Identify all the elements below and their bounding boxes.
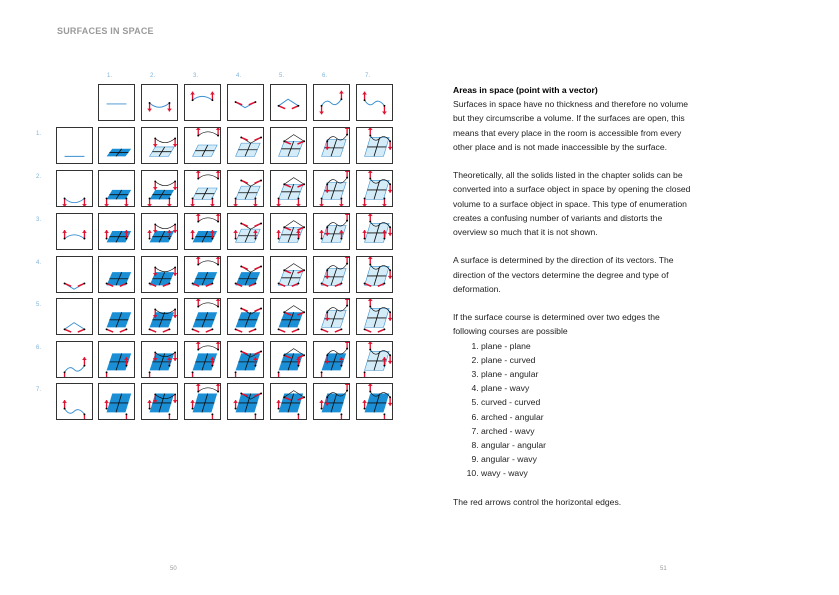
surface-cell: [270, 383, 307, 420]
surface-cell: [98, 170, 135, 207]
paragraph-1: Surfaces in space have no thickness and …: [453, 99, 689, 152]
column-number: 7.: [365, 73, 371, 79]
surface-cell: [313, 213, 350, 250]
surface-cell: [184, 256, 221, 293]
column-number: 2.: [150, 73, 156, 79]
surface-cell: [270, 256, 307, 293]
row-number: 4.: [36, 260, 42, 266]
surface-cell: [270, 127, 307, 164]
surface-cell: [184, 213, 221, 250]
row-number: 5.: [36, 302, 42, 308]
list-item: wavy - wavy: [481, 466, 693, 480]
surface-cell: [98, 298, 135, 335]
column-number: 6.: [322, 73, 328, 79]
row-number: 3.: [36, 217, 42, 223]
surface-cell: [184, 383, 221, 420]
surface-cell: [141, 213, 178, 250]
surface-cell: [227, 341, 264, 378]
row-number: 2.: [36, 174, 42, 180]
row-number: 6.: [36, 345, 42, 351]
page-number-right: 51: [660, 566, 667, 572]
surface-cell: [270, 341, 307, 378]
column-edge-diagram: [184, 84, 221, 121]
surface-cell: [98, 256, 135, 293]
surface-cell: [313, 298, 350, 335]
column-edge-diagram: [270, 84, 307, 121]
column-number: 5.: [279, 73, 285, 79]
row-edge-diagram: [56, 170, 93, 207]
surface-cell: [313, 127, 350, 164]
column-edge-diagram: [227, 84, 264, 121]
paragraph-4: If the surface course is determined over…: [453, 312, 660, 337]
surface-cell: [227, 213, 264, 250]
paragraph-2: Theoretically, all the solids listed in …: [453, 170, 691, 238]
surface-cell: [270, 213, 307, 250]
list-item: plane - wavy: [481, 381, 693, 395]
list-item: angular - wavy: [481, 452, 693, 466]
course-list: plane - planeplane - curvedplane - angul…: [453, 339, 693, 481]
surface-cell: [356, 341, 393, 378]
row-edge-diagram: [56, 298, 93, 335]
surface-cell: [356, 256, 393, 293]
list-item: plane - angular: [481, 367, 693, 381]
surface-cell: [356, 383, 393, 420]
row-edge-diagram: [56, 341, 93, 378]
surface-cell: [141, 127, 178, 164]
body-text: Areas in space (point with a vector) Sur…: [453, 83, 693, 523]
surface-cell: [313, 256, 350, 293]
list-item: plane - curved: [481, 353, 693, 367]
surface-cell: [227, 383, 264, 420]
row-edge-diagram: [56, 213, 93, 250]
surface-cell: [313, 383, 350, 420]
column-number: 1.: [107, 73, 113, 79]
surface-cell: [98, 341, 135, 378]
column-number: 4.: [236, 73, 242, 79]
surface-cell: [227, 298, 264, 335]
surface-cell: [184, 170, 221, 207]
surface-cell: [98, 127, 135, 164]
surface-cell: [356, 213, 393, 250]
list-item: plane - plane: [481, 339, 693, 353]
surface-cell: [184, 341, 221, 378]
row-edge-diagram: [56, 383, 93, 420]
surface-cell: [227, 127, 264, 164]
section-title: SURFACES IN SPACE: [57, 26, 154, 36]
list-item: curved - curved: [481, 395, 693, 409]
list-item: angular - angular: [481, 438, 693, 452]
list-item: arched - angular: [481, 410, 693, 424]
surface-cell: [141, 383, 178, 420]
surface-cell: [270, 298, 307, 335]
surface-cell: [98, 213, 135, 250]
column-edge-diagram: [313, 84, 350, 121]
surface-cell: [141, 341, 178, 378]
surface-cell: [141, 170, 178, 207]
page-number-left: 50: [170, 566, 177, 572]
surface-cell: [270, 170, 307, 207]
row-number: 1.: [36, 131, 42, 137]
row-number: 7.: [36, 387, 42, 393]
column-edge-diagram: [141, 84, 178, 121]
surface-cell: [356, 170, 393, 207]
paragraph-5: The red arrows control the horizontal ed…: [453, 496, 622, 507]
column-number: 3.: [193, 73, 199, 79]
surface-cell: [184, 298, 221, 335]
surface-cell: [356, 127, 393, 164]
row-edge-diagram: [56, 127, 93, 164]
surface-cell: [227, 256, 264, 293]
heading: Areas in space (point with a vector): [453, 85, 598, 95]
column-edge-diagram: [98, 84, 135, 121]
row-edge-diagram: [56, 256, 93, 293]
column-edge-diagram: [356, 84, 393, 121]
surface-cell: [141, 256, 178, 293]
surface-cell: [313, 341, 350, 378]
paragraph-3: A surface is determined by the direction…: [453, 255, 674, 294]
surface-cell: [227, 170, 264, 207]
surface-cell: [98, 383, 135, 420]
surface-cell: [141, 298, 178, 335]
surface-cell: [313, 170, 350, 207]
surface-cell: [356, 298, 393, 335]
surface-cell: [184, 127, 221, 164]
list-item: arched - wavy: [481, 424, 693, 438]
